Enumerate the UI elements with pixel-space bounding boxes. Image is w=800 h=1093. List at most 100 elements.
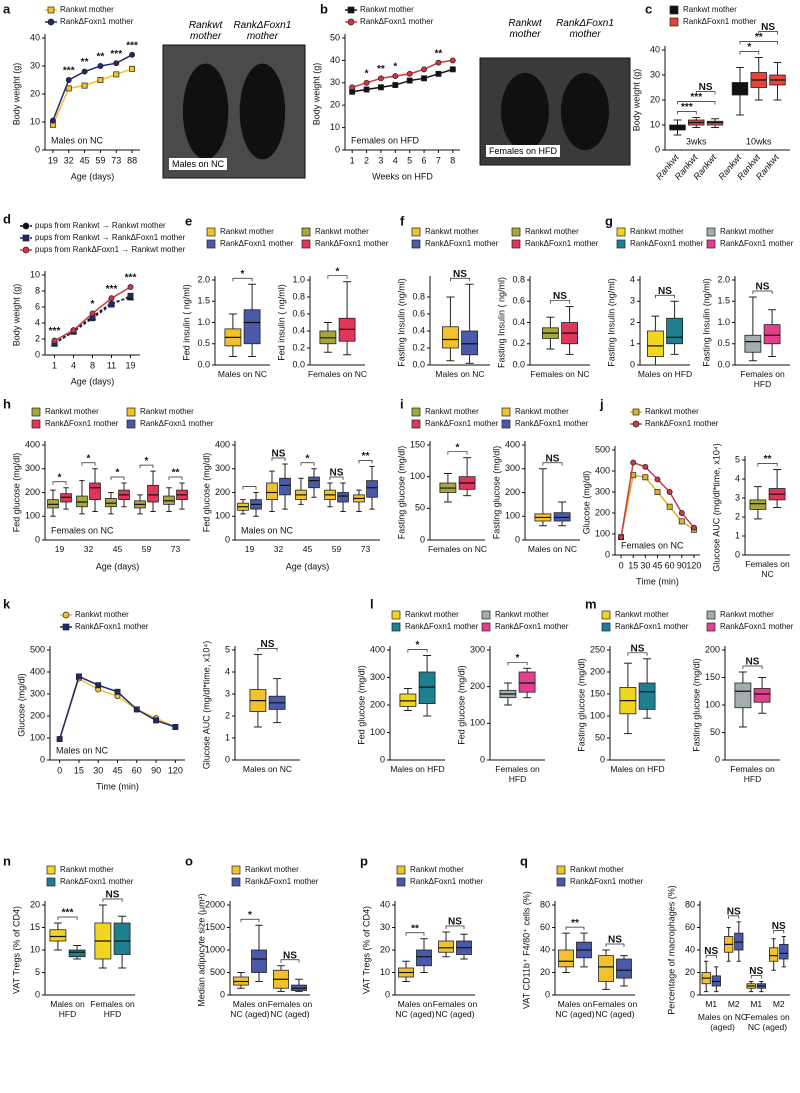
group-label: Males on HFD — [50, 999, 85, 1019]
box — [558, 949, 574, 968]
y-tick-label: 2 — [735, 511, 740, 521]
group-label: Females on NC (aged) — [267, 999, 313, 1019]
y-tick-label: 500 — [30, 644, 45, 654]
x-tick-label: 4 — [71, 360, 76, 370]
significance: NS — [749, 966, 763, 977]
bracket — [550, 300, 570, 304]
y-axis-label: Fasting glucose (mg/dl) — [396, 446, 406, 540]
significance: NS — [704, 946, 718, 957]
significance: * — [58, 472, 62, 483]
legend-label: Rankwt mother — [410, 865, 464, 874]
legend-swatch — [206, 227, 216, 237]
point — [392, 82, 399, 88]
y-tick-label: 60 — [685, 922, 695, 932]
y-tick-label: 0.0 — [512, 359, 525, 369]
significance: NS — [727, 907, 741, 918]
panel-letter: h — [3, 396, 11, 411]
legend-label: Rankwt mother — [45, 407, 99, 416]
significance: NS — [106, 890, 120, 901]
bracket — [605, 943, 625, 947]
bracket — [139, 464, 154, 469]
legend-label: RankΔFoxn1 mother — [60, 17, 134, 26]
y-tick-label: 10 — [30, 116, 40, 126]
group-label: 3wks — [686, 136, 707, 146]
y-tick-label: 0 — [715, 754, 720, 764]
point — [349, 84, 356, 91]
legend-marker — [347, 18, 355, 26]
y-tick-label: 0.0 — [197, 359, 210, 369]
y-axis-label: Glucose AUC (mg/dl*time, x10⁴) — [201, 641, 211, 769]
box — [638, 682, 656, 710]
y-axis-label: Percentage of macrophages (%) — [666, 885, 676, 1015]
significance: ** — [764, 454, 772, 465]
annotation: Females on HFD — [351, 135, 420, 145]
group-label: Females on NC — [307, 369, 368, 379]
bracket — [758, 31, 778, 35]
y-axis-label: VAT Tregs (% of CD4) — [361, 906, 371, 994]
y-tick-label: 40 — [650, 44, 660, 54]
point — [65, 77, 72, 83]
legend-label: RankΔFoxn1 mother — [515, 419, 589, 428]
photo-label: RankΔFoxn1 mother — [233, 20, 292, 42]
panel-letter: q — [520, 853, 528, 868]
legend-swatch — [481, 610, 491, 620]
group-label: M1 — [750, 999, 763, 1009]
y-tick-label: 20 — [650, 94, 660, 104]
legend-label: Rankwt mother — [60, 865, 114, 874]
bracket — [655, 294, 675, 299]
point — [377, 75, 384, 82]
y-tick-label: 40 — [330, 55, 340, 65]
bracket — [232, 277, 253, 282]
x-tick-label: 60 — [132, 765, 142, 775]
bracket — [627, 652, 648, 656]
point — [108, 295, 115, 302]
x-tick-label: 8 — [90, 360, 95, 370]
significance: * — [365, 68, 369, 79]
legend-swatch — [706, 239, 716, 249]
y-tick-label: 0.8 — [412, 291, 425, 301]
significance: *** — [63, 66, 75, 77]
y-tick-label: 0.0 — [412, 359, 425, 369]
significance: NS — [756, 282, 770, 293]
legend-swatch — [706, 610, 716, 620]
point — [421, 66, 428, 73]
group-label: Females on NC (aged) — [592, 999, 638, 1019]
bracket — [507, 661, 528, 666]
y-axis-label: Body weight (g) — [11, 284, 21, 347]
significance: NS — [272, 449, 286, 460]
mouse — [182, 63, 229, 160]
y-tick-label: 300 — [215, 463, 230, 473]
significance: NS — [746, 657, 760, 668]
y-tick-label: 0 — [515, 534, 520, 544]
y-tick-label: 5 — [35, 967, 40, 977]
group-label: 19 — [54, 544, 65, 554]
legend-label: Rankwt mother — [315, 227, 369, 236]
significance: NS — [546, 453, 560, 464]
box — [763, 324, 781, 345]
x-axis-label: Age (days) — [96, 561, 140, 571]
point — [51, 337, 58, 344]
y-tick-label: 80 — [540, 899, 550, 909]
legend-swatch — [46, 877, 56, 887]
legend-label: RankΔFoxn1 mother — [140, 419, 214, 428]
y-tick-label: 400 — [370, 644, 385, 654]
legend-swatch — [206, 239, 216, 249]
legend-marker — [22, 222, 30, 230]
legend-swatch — [31, 407, 41, 417]
y-axis-label: Fasting Insulin (ng/ml) — [606, 278, 616, 367]
legend-label: Rankwt mother — [75, 610, 129, 619]
y-tick-label: 10 — [380, 967, 390, 977]
panel-letter: c — [645, 1, 652, 16]
photo-label: Rankwt mother — [508, 18, 542, 40]
bracket — [447, 451, 468, 455]
legend-label: Rankwt mother — [245, 865, 299, 874]
x-tick-label: 90 — [677, 560, 687, 570]
group-label: Females on NC — [427, 544, 488, 554]
significance: NS — [553, 291, 567, 302]
y-tick-label: 0 — [545, 989, 550, 999]
y-tick-label: 1.0 — [717, 317, 730, 327]
group-label: Females on NC (aged) — [432, 999, 478, 1019]
y-tick-label: 250 — [590, 644, 605, 654]
legend-label: pups from Rankwt → Rankwt mother — [35, 221, 166, 230]
